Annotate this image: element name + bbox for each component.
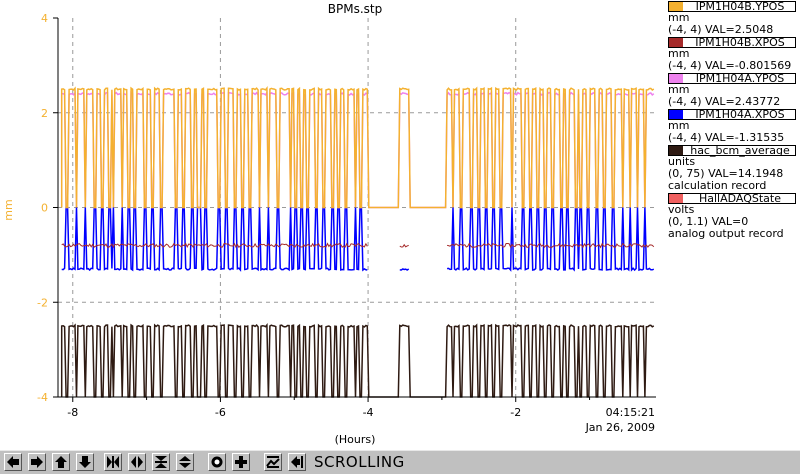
y-tick-label: 4: [41, 12, 48, 25]
plot-area[interactable]: -4 -2 0 2 4 -8 -6 -4 -2 BPMs.stp (Hours) mm 04:…: [0, 0, 800, 450]
legend-range-value: (-4, 4) VAL=2.5048: [668, 24, 800, 36]
legend-bar[interactable]: HallADAQState: [668, 192, 796, 205]
legend-record-type: analog output record: [668, 227, 784, 240]
legend-swatch: [669, 2, 683, 11]
legend-value: VAL=-0.801569: [705, 59, 792, 72]
legend-bar[interactable]: hac_bcm_average: [668, 144, 796, 157]
legend-units: mm: [668, 11, 690, 24]
legend-series-name: IPM1H04A.YPOS: [695, 72, 785, 85]
legend-series-name: IPM1H04B.YPOS: [695, 0, 785, 13]
legend-range: (-4, 4): [668, 131, 702, 144]
legend-range-value: (-4, 4) VAL=-0.801569: [668, 60, 800, 72]
arrow-up-icon[interactable]: [52, 453, 70, 471]
legend-swatch: [669, 74, 683, 83]
legend-series-name: hac_bcm_average: [690, 144, 790, 157]
legend-units: mm: [668, 119, 690, 132]
mountain-icon[interactable]: [264, 453, 282, 471]
y-tick-label: 2: [41, 107, 48, 120]
diamond-vertical-icon[interactable]: [176, 453, 194, 471]
x-axis-label: (Hours): [335, 433, 376, 446]
legend-series-name: IPM1H04B.XPOS: [695, 36, 785, 49]
y-tick-label: -2: [37, 296, 48, 309]
legend-record-type: calculation record: [668, 179, 767, 192]
y-axis-label: mm: [2, 199, 15, 220]
legend-range: (0, 1.1): [668, 215, 709, 228]
scrolling-status: SCROLLING: [314, 453, 405, 471]
legend-units: units: [668, 155, 696, 168]
y-tick-label: -4: [37, 391, 48, 404]
y-tick-label: 0: [41, 202, 48, 215]
legend-range: (-4, 4): [668, 95, 702, 108]
x-tick-label: -4: [363, 406, 374, 419]
timestamp-date: Jan 26, 2009: [585, 421, 655, 434]
chart-title: BPMs.stp: [328, 2, 382, 16]
crosshair-icon[interactable]: [232, 453, 250, 471]
x-tick-label: -6: [215, 406, 226, 419]
legend-value: VAL=2.43772: [705, 95, 781, 108]
arrow-left-bar-icon[interactable]: [288, 453, 306, 471]
legend-entry-ipm1h04b-xpos[interactable]: IPM1H04B.XPOS mm (-4, 4) VAL=-0.801569: [668, 36, 800, 72]
legend-range: (0, 75): [668, 167, 705, 180]
legend-value: VAL=-1.31535: [705, 131, 785, 144]
timestamp-time: 04:15:21: [606, 406, 655, 419]
legend-series-name: HallADAQState: [698, 192, 782, 205]
series-line-ipm1h04b-xpos: [61, 242, 655, 249]
legend-swatch: [669, 194, 683, 203]
x-tick-label: -2: [510, 406, 521, 419]
legend-bar[interactable]: IPM1H04B.XPOS: [668, 36, 796, 49]
legend-entry-ipm1h04a-xpos[interactable]: IPM1H04A.XPOS mm (-4, 4) VAL=-1.31535: [668, 108, 800, 144]
arrow-down-icon[interactable]: [76, 453, 94, 471]
legend-value: VAL=14.1948: [708, 167, 784, 180]
legend-units: mm: [668, 83, 690, 96]
legend-value: VAL=2.5048: [705, 23, 774, 36]
legend-entry-halladaqstate[interactable]: HallADAQState volts (0, 1.1) VAL=0 analo…: [668, 192, 800, 240]
circle-target-icon[interactable]: [208, 453, 226, 471]
legend-bar[interactable]: IPM1H04B.YPOS: [668, 0, 796, 13]
arrow-right-icon[interactable]: [28, 453, 46, 471]
legend-units: mm: [668, 47, 690, 60]
legend-range-value: (-4, 4) VAL=2.43772: [668, 96, 800, 108]
legend-entry-ipm1h04a-ypos[interactable]: IPM1H04A.YPOS mm (-4, 4) VAL=2.43772: [668, 72, 800, 108]
legend: IPM1H04B.YPOS mm (-4, 4) VAL=2.5048 IPM1…: [668, 0, 800, 240]
legend-units: volts: [668, 203, 695, 216]
y-ticks: -4 -2 0 2 4: [37, 12, 58, 404]
x-ticks: -8 -6 -4 -2: [67, 397, 591, 419]
legend-entry-hac-bcm-average[interactable]: hac_bcm_average units (0, 75) VAL=14.194…: [668, 144, 800, 192]
toolbar: SCROLLING: [0, 450, 800, 474]
bowtie-horizontal-icon[interactable]: [104, 453, 122, 471]
legend-range-value: (-4, 4) VAL=-1.31535: [668, 132, 800, 144]
legend-range-value: (0, 75) VAL=14.1948: [668, 168, 800, 180]
legend-bar[interactable]: IPM1H04A.XPOS: [668, 108, 796, 121]
series-line-ipm1h04b-ypos: [60, 86, 655, 209]
legend-swatch: [669, 110, 683, 119]
legend-series-name: IPM1H04A.XPOS: [695, 108, 785, 121]
arrow-left-icon[interactable]: [4, 453, 22, 471]
legend-swatch: [669, 146, 683, 155]
series-layer: [60, 86, 655, 398]
legend-range-value: (0, 1.1) VAL=0: [668, 216, 800, 228]
diamond-horizontal-icon[interactable]: [128, 453, 146, 471]
legend-range: (-4, 4): [668, 59, 702, 72]
series-line-hac-bcm-average: [60, 322, 655, 398]
bowtie-vertical-icon[interactable]: [152, 453, 170, 471]
legend-bar[interactable]: IPM1H04A.YPOS: [668, 72, 796, 85]
legend-value: VAL=0: [711, 215, 749, 228]
legend-range: (-4, 4): [668, 23, 702, 36]
legend-entry-ipm1h04b-ypos[interactable]: IPM1H04B.YPOS mm (-4, 4) VAL=2.5048: [668, 0, 800, 36]
legend-swatch: [669, 38, 683, 47]
x-tick-label: -8: [67, 406, 78, 419]
